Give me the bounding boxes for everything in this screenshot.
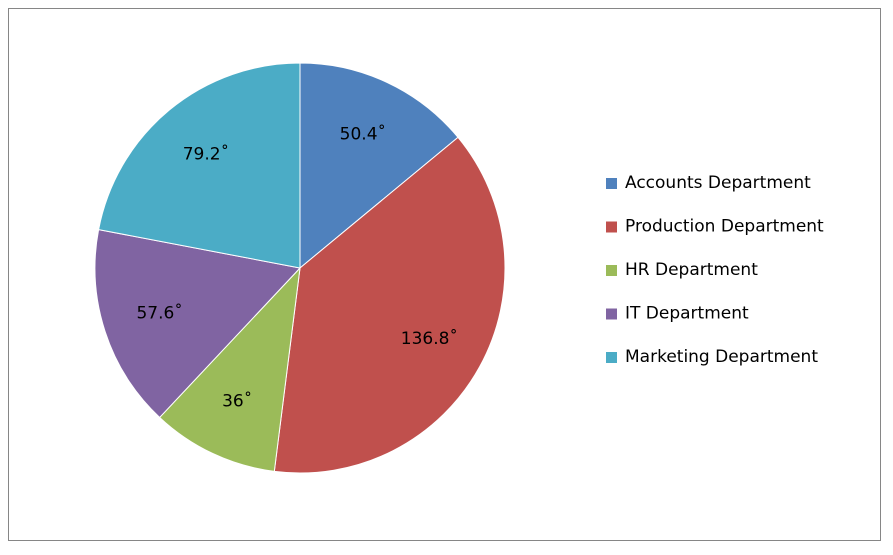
pie-slice bbox=[94, 229, 301, 419]
pie-slice bbox=[98, 62, 301, 269]
legend-swatch bbox=[606, 221, 617, 233]
data-label: 79.2˚ bbox=[183, 143, 229, 164]
legend-label: IT Department bbox=[625, 304, 749, 324]
legend-swatch bbox=[606, 308, 617, 320]
legend-label: Accounts Department bbox=[625, 173, 811, 193]
pie-slice bbox=[299, 62, 459, 270]
legend-label: Production Department bbox=[625, 217, 824, 237]
data-label: 57.6˚ bbox=[136, 303, 182, 324]
data-label: 136.8˚ bbox=[401, 328, 458, 349]
legend-label: HR Department bbox=[625, 260, 758, 280]
legend-swatch bbox=[606, 265, 617, 276]
data-label: 36˚ bbox=[222, 391, 252, 412]
legend-label: Marketing Department bbox=[625, 347, 818, 367]
data-label: 50.4˚ bbox=[340, 123, 386, 144]
legend-swatch bbox=[606, 352, 617, 363]
legend-swatch bbox=[606, 178, 617, 189]
pie-slice bbox=[273, 136, 506, 474]
pie-slice bbox=[158, 266, 301, 472]
